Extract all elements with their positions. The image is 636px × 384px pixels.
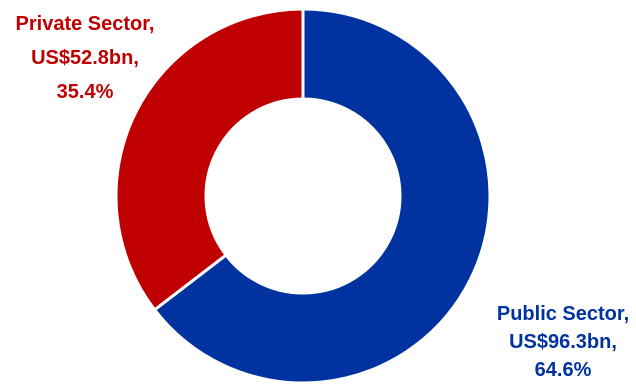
public-sector-label-line-1: Public Sector, (497, 303, 629, 325)
public-sector-label-line-2: US$96.3bn, (509, 331, 617, 353)
private-sector-label-line-1: Private Sector, (16, 13, 155, 35)
private-sector-label-line-3: 35.4% (57, 81, 114, 103)
public-sector-label-line-3: 64.6% (535, 359, 592, 381)
slice-private-sector (114, 7, 305, 312)
slice-label-private-sector: Private Sector, US$52.8bn, 35.4% (16, 13, 155, 103)
donut-slices (114, 7, 492, 384)
slice-public-sector (152, 7, 492, 384)
private-sector-label-line-2: US$52.8bn, (31, 47, 139, 69)
slice-label-public-sector: Public Sector, US$96.3bn, 64.6% (497, 303, 629, 381)
